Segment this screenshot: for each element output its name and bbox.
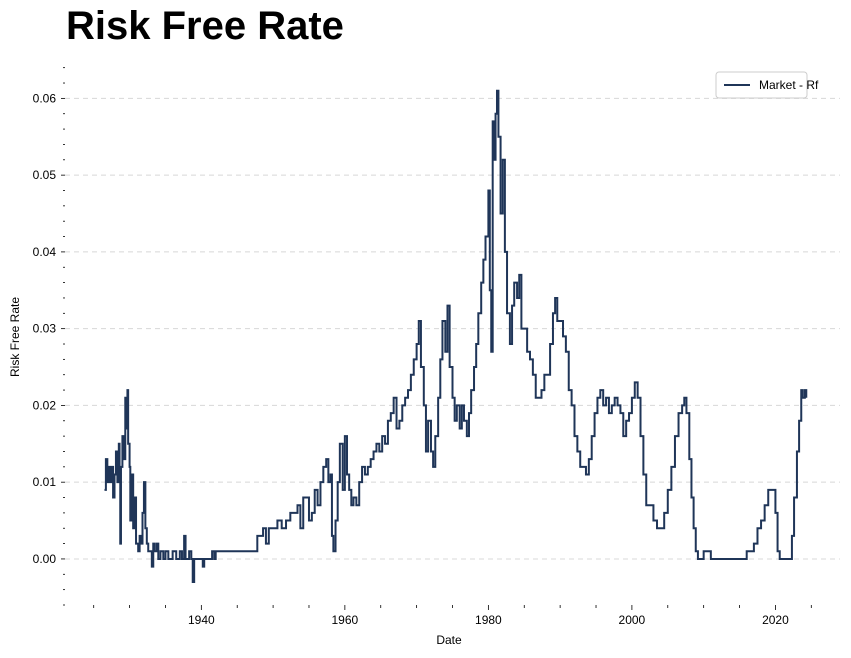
gridlines: [65, 97, 840, 560]
y-tick-label: 0.00: [33, 552, 57, 566]
x-tick-label: 1960: [332, 613, 359, 627]
chart-title: Risk Free Rate: [66, 4, 344, 48]
x-tick-label: 2020: [762, 613, 789, 627]
y-tick-label: 0.03: [33, 322, 57, 336]
x-axis: 1940 1960 1980 2000 2020: [93, 605, 812, 627]
y-tick-label: 0.01: [33, 475, 57, 489]
series-layer: [104, 89, 808, 583]
series-line-market-rf: [104, 89, 808, 583]
legend: Market - Rf: [715, 71, 819, 99]
legend-frame: [715, 71, 808, 99]
y-tick-label: 0.05: [33, 168, 57, 182]
x-tick-label: 1980: [475, 613, 502, 627]
y-tick-label: 0.06: [33, 91, 57, 105]
x-axis-label: Date: [436, 633, 462, 647]
x-tick-label: 1940: [188, 613, 215, 627]
y-tick-label: 0.04: [33, 245, 57, 259]
y-tick-label: 0.02: [33, 398, 57, 412]
legend-label: Market - Rf: [759, 78, 819, 92]
x-tick-label: 2000: [619, 613, 646, 627]
y-axis: 0.00 0.01 0.02 0.03 0.04 0.05 0.06: [33, 67, 65, 606]
y-axis-label: Risk Free Rate: [8, 297, 22, 377]
